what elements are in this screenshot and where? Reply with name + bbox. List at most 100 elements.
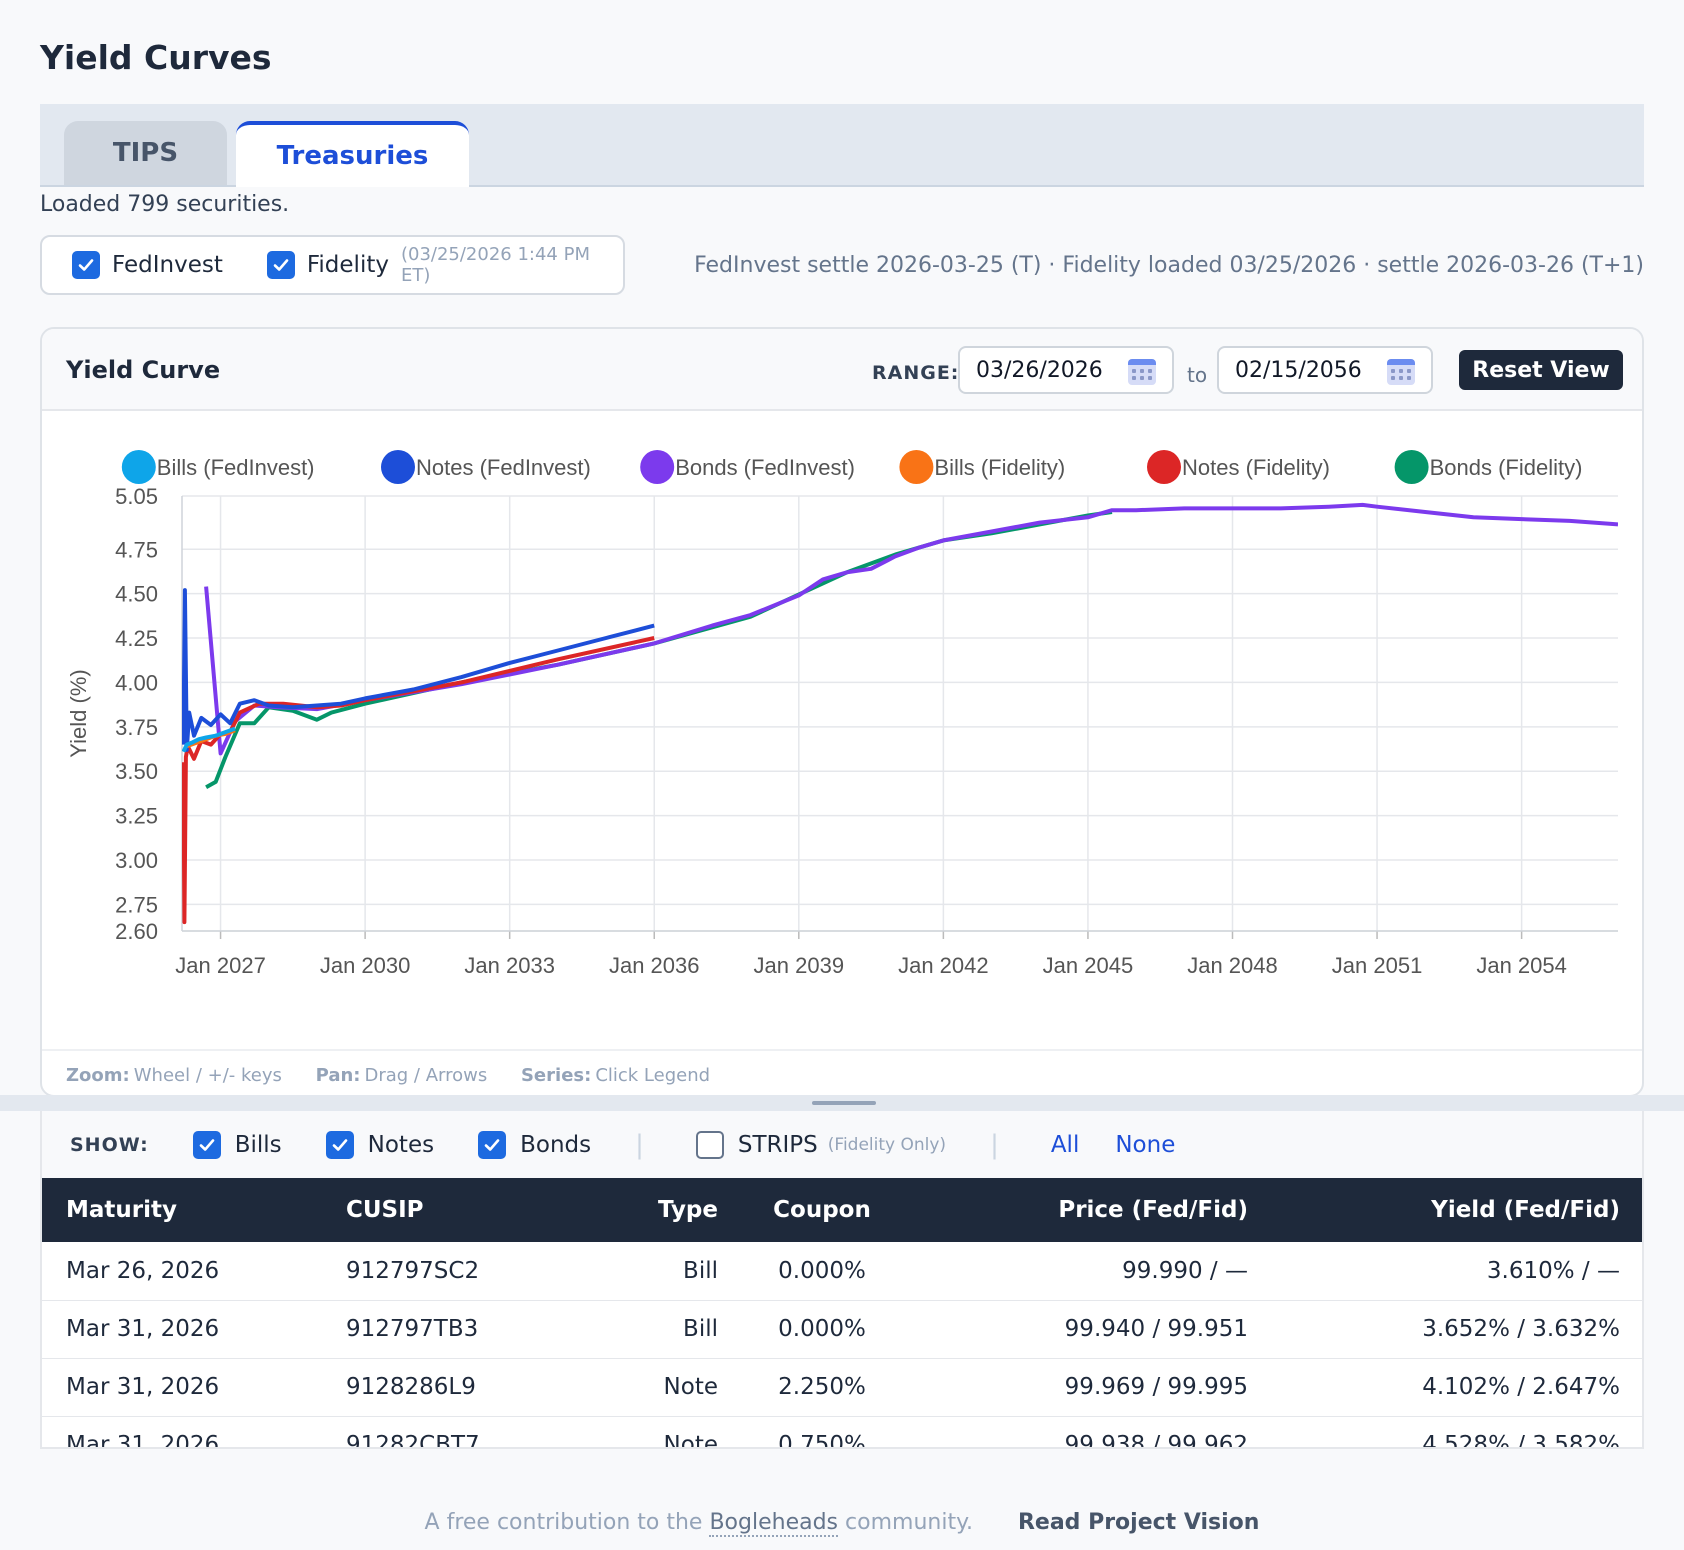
y-tick-label: 4.00 [115, 670, 158, 695]
x-tick-label: Jan 2027 [175, 953, 266, 978]
cusip-cell: 912797TB3 [322, 1300, 572, 1359]
y-tick-label: 4.75 [115, 537, 158, 562]
legend-label-bills-fidelity[interactable]: Bills (Fidelity) [934, 455, 1065, 480]
series-line-bills-fedinvest [182, 726, 236, 753]
y-tick-label: 3.50 [115, 759, 158, 784]
maturity-cell: Mar 31, 2026 [42, 1358, 322, 1417]
y-tick-label: 4.25 [115, 626, 158, 651]
check-icon [273, 259, 289, 271]
series-line-notes-fedinvest [182, 588, 655, 752]
select-all-link[interactable]: All [1050, 1131, 1080, 1158]
type-filter: SHOW: Bills Notes Bonds | STRIPS (Fideli… [42, 1111, 1642, 1178]
legend-swatch-bills-fedinvest[interactable] [121, 450, 156, 484]
type-cell: Bill [572, 1242, 742, 1301]
strips-label: STRIPS [737, 1131, 818, 1158]
notes-label: Notes [367, 1131, 435, 1158]
type-cell: Bill [572, 1300, 742, 1359]
bogleheads-link[interactable]: Bogleheads [709, 1510, 839, 1537]
price-cell: 99.990 / — [902, 1242, 1272, 1301]
panel-splitter[interactable] [0, 1095, 1684, 1111]
select-none-link[interactable]: None [1115, 1131, 1176, 1158]
tab-bar: TIPS Treasuries [40, 104, 1644, 187]
y-tick-label: 3.25 [115, 804, 158, 829]
col-type[interactable]: Type [572, 1178, 742, 1242]
yield-cell: 4.102% / 2.647% [1272, 1358, 1642, 1417]
divider: | [990, 1129, 999, 1160]
chart-hints: Zoom: Wheel / +/- keys Pan: Drag / Arrows … [42, 1049, 1642, 1095]
bills-checkbox[interactable] [192, 1130, 221, 1159]
maturity-cell: Mar 31, 2026 [42, 1416, 322, 1447]
range-to-label: to [1187, 363, 1208, 387]
bonds-checkbox[interactable] [478, 1130, 507, 1159]
series-line-bonds-fidelity [205, 510, 1113, 789]
series-hint: Series: Click Legend [520, 1065, 711, 1086]
maturity-cell: Mar 26, 2026 [42, 1242, 322, 1301]
series-line-notes-fidelity [182, 636, 655, 925]
settle-info: FedInvest settle 2026-03-25 (T) · Fideli… [694, 253, 1644, 278]
x-tick-label: Jan 2039 [754, 953, 845, 978]
maturity-cell: Mar 31, 2026 [42, 1300, 322, 1359]
type-cell: Note [572, 1358, 742, 1417]
range-from-value: 03/26/2026 [976, 357, 1103, 383]
table-row[interactable]: Mar 31, 2026 91282CBT7 Note 0.750% 99.93… [42, 1416, 1642, 1447]
tab-treasuries[interactable]: Treasuries [236, 121, 469, 187]
coupon-cell: 0.000% [742, 1242, 902, 1301]
y-tick-label: 2.60 [115, 919, 158, 944]
col-cusip[interactable]: CUSIP [322, 1178, 572, 1242]
bills-label: Bills [234, 1131, 282, 1158]
yield-cell: 4.528% / 3.582% [1272, 1416, 1642, 1447]
col-yield[interactable]: Yield (Fed/Fid) [1272, 1178, 1642, 1242]
strips-checkbox[interactable] [695, 1130, 724, 1159]
show-label: SHOW: [70, 1133, 149, 1156]
check-icon [78, 259, 94, 271]
col-maturity[interactable]: Maturity [42, 1178, 322, 1242]
tab-tips[interactable]: TIPS [64, 121, 227, 185]
securities-panel: SHOW: Bills Notes Bonds | STRIPS (Fideli… [40, 1111, 1644, 1449]
fedinvest-checkbox[interactable] [72, 251, 100, 279]
calendar-icon[interactable] [1128, 359, 1156, 385]
legend-swatch-bills-fidelity[interactable] [899, 450, 934, 484]
strips-note: (Fidelity Only) [827, 1134, 947, 1155]
range-to-input[interactable]: 02/15/2056 [1217, 346, 1433, 394]
notes-checkbox[interactable] [325, 1130, 354, 1159]
legend-label-notes-fedinvest[interactable]: Notes (FedInvest) [416, 455, 591, 480]
x-tick-label: Jan 2036 [609, 953, 700, 978]
table-row[interactable]: Mar 31, 2026 9128286L9 Note 2.250% 99.96… [42, 1358, 1642, 1417]
page-title: Yield Curves [40, 38, 272, 77]
legend-label-bonds-fidelity[interactable]: Bonds (Fidelity) [1430, 455, 1583, 480]
calendar-icon[interactable] [1387, 359, 1415, 385]
fidelity-checkbox[interactable] [266, 251, 295, 279]
legend-label-notes-fidelity[interactable]: Notes (Fidelity) [1182, 455, 1330, 480]
legend-label-bills-fedinvest[interactable]: Bills (FedInvest) [157, 455, 315, 480]
y-axis-title: Yield (%) [66, 669, 91, 757]
yield-curve-chart[interactable]: 5.05 4.75 4.50 4.25 4.00 3.75 3.50 3.25 3.00 2.75… [42, 411, 1642, 1049]
table-row[interactable]: Mar 31, 2026 912797TB3 Bill 0.000% 99.94… [42, 1300, 1642, 1359]
x-tick-label: Jan 2033 [464, 953, 555, 978]
fidelity-timestamp: (03/25/2026 1:44 PM ET) [400, 244, 590, 286]
cusip-cell: 912797SC2 [322, 1242, 572, 1301]
splitter-grip[interactable] [812, 1101, 876, 1105]
x-tick-label: Jan 2054 [1476, 953, 1567, 978]
bonds-label: Bonds [520, 1131, 592, 1158]
x-tick-label: Jan 2051 [1332, 953, 1423, 978]
legend-swatch-bonds-fedinvest[interactable] [640, 450, 675, 484]
legend-swatch-bonds-fidelity[interactable] [1394, 450, 1429, 484]
coupon-cell: 2.250% [742, 1358, 902, 1417]
col-price[interactable]: Price (Fed/Fid) [902, 1178, 1272, 1242]
table-row[interactable]: Mar 26, 2026 912797SC2 Bill 0.000% 99.99… [42, 1242, 1642, 1301]
project-vision-link[interactable]: Read Project Vision [1017, 1510, 1260, 1535]
legend-swatch-notes-fidelity[interactable] [1147, 450, 1181, 484]
col-coupon[interactable]: Coupon [742, 1178, 902, 1242]
y-tick-label: 2.75 [115, 892, 158, 917]
range-from-input[interactable]: 03/26/2026 [958, 346, 1174, 394]
chart-title: Yield Curve [66, 356, 221, 384]
zoom-hint: Zoom: Wheel / +/- keys [66, 1065, 282, 1086]
footer-suffix: community. [845, 1510, 973, 1535]
legend-label-bonds-fedinvest[interactable]: Bonds (FedInvest) [675, 455, 855, 480]
range-label: RANGE: [872, 362, 960, 384]
reset-view-button[interactable]: Reset View [1459, 350, 1623, 390]
yield-cell: 3.610% / — [1272, 1242, 1642, 1301]
loaded-status: Loaded 799 securities. [40, 192, 290, 217]
legend-swatch-notes-fedinvest[interactable] [381, 450, 415, 484]
table-header-row: Maturity CUSIP Type Coupon Price (Fed/Fi… [42, 1178, 1642, 1242]
